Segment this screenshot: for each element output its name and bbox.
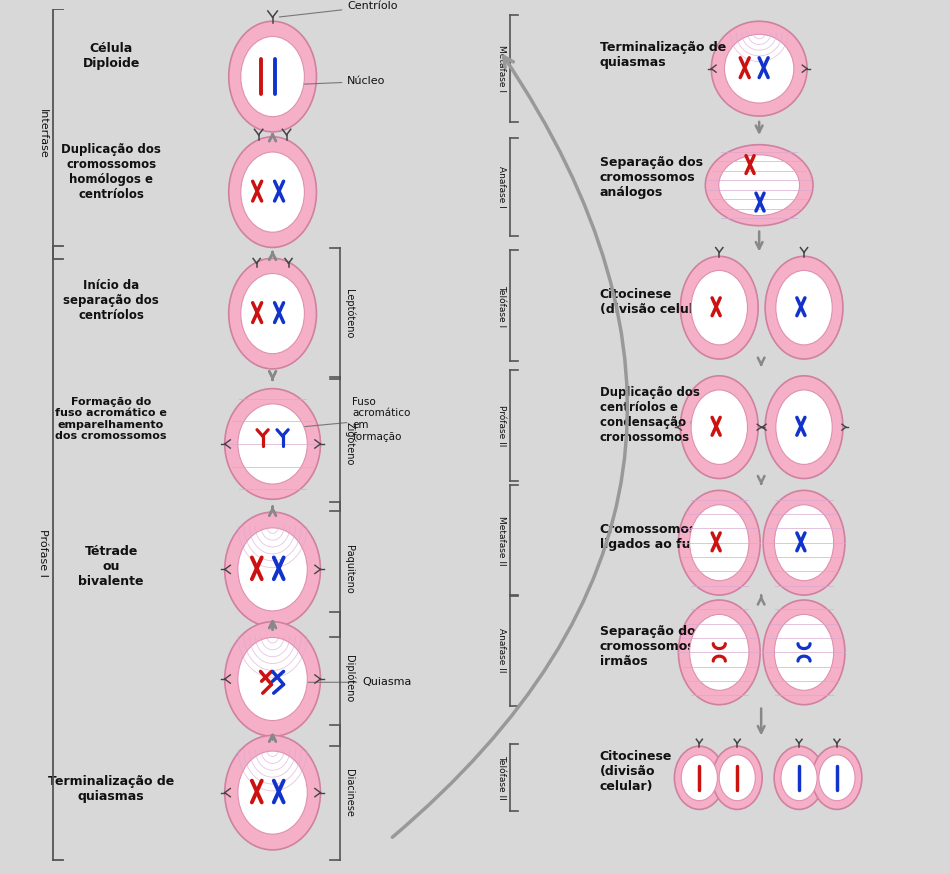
Ellipse shape xyxy=(690,614,749,690)
Ellipse shape xyxy=(238,751,307,834)
Text: Leptóteno: Leptóteno xyxy=(345,289,355,338)
Text: Separação dos
cromossomos
irmãos: Separação dos cromossomos irmãos xyxy=(599,625,703,668)
Text: Prófase II: Prófase II xyxy=(497,405,506,446)
Text: Citocinese
(divisão
celular): Citocinese (divisão celular) xyxy=(599,750,672,793)
Ellipse shape xyxy=(691,270,748,345)
Ellipse shape xyxy=(774,505,834,580)
Text: Centríolo: Centríolo xyxy=(279,2,398,17)
Text: Interfase: Interfase xyxy=(38,109,48,159)
Ellipse shape xyxy=(725,34,794,103)
Text: Paquiteno: Paquiteno xyxy=(345,545,354,593)
Ellipse shape xyxy=(225,389,320,499)
Ellipse shape xyxy=(229,137,316,247)
Ellipse shape xyxy=(776,390,832,464)
FancyArrowPatch shape xyxy=(392,57,627,837)
Text: Zigóteno: Zigóteno xyxy=(345,422,355,466)
Text: Quiasma: Quiasma xyxy=(283,677,411,687)
Text: Separação dos
cromossomos
análogos: Separação dos cromossomos análogos xyxy=(599,156,703,198)
Ellipse shape xyxy=(225,621,320,736)
Ellipse shape xyxy=(229,259,316,369)
Text: Anafase I: Anafase I xyxy=(497,166,506,208)
Text: Telófase I: Telófase I xyxy=(497,285,506,327)
Text: Célula
Diploide: Célula Diploide xyxy=(83,42,140,70)
Ellipse shape xyxy=(763,600,845,704)
Ellipse shape xyxy=(712,21,807,116)
Ellipse shape xyxy=(763,490,845,595)
Ellipse shape xyxy=(238,637,307,720)
Ellipse shape xyxy=(680,376,758,479)
Text: Anafase II: Anafase II xyxy=(497,628,506,673)
Ellipse shape xyxy=(812,746,862,809)
Text: Tétrade
ou
bivalente: Tétrade ou bivalente xyxy=(78,545,143,587)
Ellipse shape xyxy=(819,755,855,801)
Text: Duplicação dos
cromossomos
homólogos e
centríolos: Duplicação dos cromossomos homólogos e c… xyxy=(61,142,161,201)
Text: Núcleo: Núcleo xyxy=(299,76,386,87)
Text: Início da
separação dos
centríolos: Início da separação dos centríolos xyxy=(64,279,159,322)
Ellipse shape xyxy=(238,404,307,484)
Ellipse shape xyxy=(774,614,834,690)
Text: Telófase II: Telófase II xyxy=(497,755,506,801)
Text: Metafase I: Metafase I xyxy=(497,45,506,92)
Ellipse shape xyxy=(678,490,760,595)
Ellipse shape xyxy=(765,256,843,359)
Ellipse shape xyxy=(238,528,307,611)
Ellipse shape xyxy=(229,21,316,132)
Text: Prófase I: Prófase I xyxy=(38,529,48,577)
Ellipse shape xyxy=(240,152,304,232)
Ellipse shape xyxy=(719,155,800,216)
Text: Terminalização de
quiasmas: Terminalização de quiasmas xyxy=(599,41,726,69)
Ellipse shape xyxy=(705,145,813,225)
Ellipse shape xyxy=(678,600,760,704)
Text: Diplóteno: Diplóteno xyxy=(345,656,355,703)
Ellipse shape xyxy=(776,270,832,345)
Ellipse shape xyxy=(774,746,824,809)
Text: Duplicação dos
centríolos e
condensação dos
cromossomos: Duplicação dos centríolos e condensação … xyxy=(599,385,713,444)
Text: Citocinese
(divisão celular): Citocinese (divisão celular) xyxy=(599,288,713,316)
Text: Diacinese: Diacinese xyxy=(345,768,354,816)
Text: Formação do
fuso acromático e
emparelhamento
dos cromossomos: Formação do fuso acromático e emparelham… xyxy=(55,397,167,441)
Ellipse shape xyxy=(690,505,749,580)
Ellipse shape xyxy=(765,376,843,479)
Ellipse shape xyxy=(680,256,758,359)
Ellipse shape xyxy=(781,755,817,801)
Text: Terminalização de
quiasmas: Terminalização de quiasmas xyxy=(48,775,174,803)
Ellipse shape xyxy=(681,755,717,801)
Ellipse shape xyxy=(712,746,762,809)
Ellipse shape xyxy=(240,37,304,116)
Text: Cromossomos
ligados ao fuso: Cromossomos ligados ao fuso xyxy=(599,523,706,551)
Ellipse shape xyxy=(225,735,320,850)
Ellipse shape xyxy=(691,390,748,464)
Ellipse shape xyxy=(674,746,724,809)
Ellipse shape xyxy=(719,755,755,801)
Ellipse shape xyxy=(225,512,320,627)
Ellipse shape xyxy=(240,274,304,354)
Text: Fuso
acromático
em
formação: Fuso acromático em formação xyxy=(292,397,410,441)
Text: Metafase II: Metafase II xyxy=(497,516,506,565)
